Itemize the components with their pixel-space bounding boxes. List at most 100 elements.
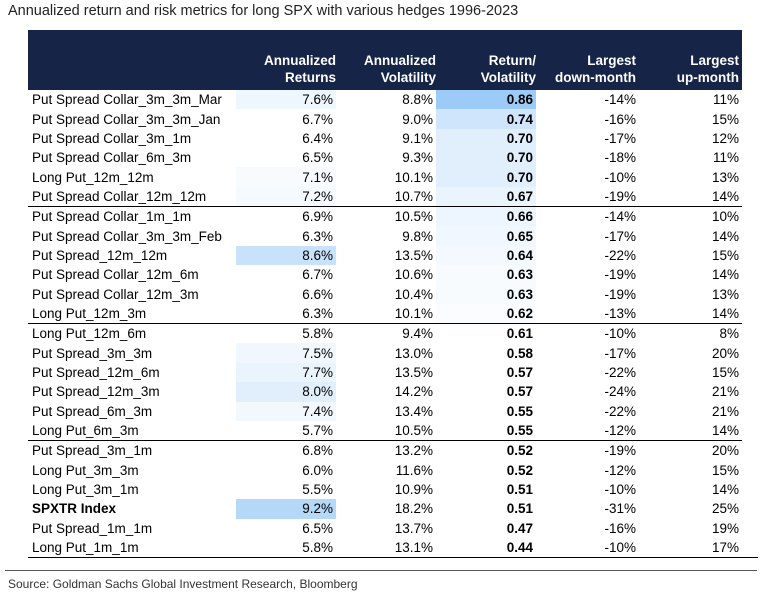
cell-rv: 0.63 [436,284,536,304]
metrics-table-frame: Annualized Returns Annualized Volatility… [28,30,758,565]
cell-rv: 0.51 [506,482,533,498]
cell-vol: 9.1% [402,130,433,146]
cell-rv: 0.63 [436,265,536,285]
cell-ret: 8.0% [236,382,336,402]
cell-down: -19% [604,267,636,283]
cell-name: Long Put_6m_3m [32,423,139,439]
cell-rv: 0.51 [506,501,533,517]
cell-vol: 18.2% [394,501,433,517]
cell-name: Put Spread Collar_12m_12m [32,188,207,204]
cell-name: Put Spread Collar_3m_3m_Feb [32,228,222,244]
table-row: Put Spread_1m_1m 6.5% 13.7% 0.47 -16% 19% [28,519,742,538]
cell-vol: 10.5% [336,206,436,227]
cell-rv: 0.52 [436,440,536,461]
table-row: Long Put_1m_1m 5.8% 13.1% 0.44 -10% 17% [28,538,742,557]
cell-vol: 9.8% [402,228,433,244]
cell-ret: 7.1% [236,167,336,187]
cell-vol: 10.1% [394,305,433,321]
header-volatility-line1: Annualized [363,53,436,68]
cell-vol: 9.3% [402,150,433,166]
cell-up: 8% [639,323,742,344]
cell-rv: 0.55 [506,423,533,439]
table-row: Put Spread Collar_12m_3m 6.6% 10.4% 0.63 -19… [28,284,742,304]
cell-name: Long Put_3m_3m [32,462,139,478]
cell-ret: 6.6% [302,286,333,302]
table-row: Put Spread Collar_6m_3m 6.5% 9.3% 0.70 -18% 1… [28,148,742,168]
cell-down: -10% [536,323,639,344]
cell-vol: 13.5% [394,247,433,263]
cell-rv: 0.66 [436,206,536,227]
cell-down: -10% [604,482,636,498]
cell-vol: 10.5% [394,423,433,439]
cell-down: -17% [604,345,636,361]
header-volatility: Annualized Volatility [364,52,436,86]
cell-name: Put Spread_3m_3m [32,345,153,361]
cell-up: 12% [711,130,739,146]
cell-vol: 13.5% [394,364,433,380]
cell-rv: 0.65 [436,226,536,246]
cell-name: Long Put_3m_1m [32,482,139,498]
cell-up: 21% [711,384,739,400]
cell-name: Long Put_12m_6m [28,323,236,344]
header-volatility-line2: Volatility [380,70,436,85]
cell-ret: 6.3% [302,305,333,321]
cell-ret: 8.6% [236,245,336,266]
cell-vol: 8.8% [402,92,433,108]
cell-up: 14% [711,228,739,244]
cell-name: Put Spread Collar_6m_3m [32,150,192,166]
cell-down: -12% [604,423,636,439]
cell-ret: 9.2% [236,499,336,519]
table-row: Put Spread_12m_12m 8.6% 13.5% 0.64 -22% 15% [28,245,742,266]
cell-down: -22% [604,403,636,419]
chart-title: Annualized return and risk metrics for l… [8,3,519,19]
cell-up: 11% [712,92,739,108]
header-returns-line2: Returns [284,70,336,85]
table-row: Put Spread_3m_1m 6.8% 13.2% 0.52 -19% 20% [28,440,742,461]
cell-ret: 6.7% [302,267,333,283]
cell-vol: 13.1% [394,540,433,556]
cell-rv: 0.61 [436,323,536,344]
cell-rv: 0.70 [436,128,536,149]
header-down-line1: Largest [587,53,636,68]
table-row: Put Spread_3m_3m 7.5% 13.0% 0.58 -17% 20% [28,343,742,363]
table-row: Long Put_12m_3m 6.3% 10.1% 0.62 -13% 14% [28,303,742,324]
cell-up: 14% [711,305,739,321]
cell-up: 14% [711,267,739,283]
cell-up: 21% [711,403,739,419]
table-row: SPXTR Index 9.2% 18.2% 0.51 -31% 25% [28,499,742,519]
cell-rv: 0.67 [436,186,536,207]
cell-down: -22% [604,364,636,380]
cell-rv: 0.70 [436,148,536,168]
metrics-table: Put Spread Collar_3m_3m_Mar 7.6% 8.8% 0.86 -… [28,90,742,557]
cell-name: Put Spread_12m_3m [32,384,160,400]
cell-up: 13% [711,169,739,185]
table-row: Long Put_3m_1m 5.5% 10.9% 0.51 -10% 14% [28,480,742,499]
table-body: Put Spread Collar_3m_3m_Mar 7.6% 8.8% 0.86 -… [28,90,742,557]
table-row: Put Spread Collar_1m_1m 6.9% 10.5% 0.66 -14%… [28,206,742,227]
cell-up: 17% [711,540,739,556]
header-down-month: Largest down-month [555,52,636,86]
cell-rv: 0.57 [506,364,533,380]
cell-rv: 0.44 [506,540,533,556]
cell-vol: 10.1% [394,169,433,185]
header-rv-line2: Volatility [480,70,536,85]
cell-name: Put Spread_3m_1m [28,440,236,461]
cell-down: -17% [604,228,636,244]
cell-name: Put Spread Collar_3m_1m [32,130,192,146]
cell-ret: 6.0% [302,462,333,478]
cell-ret: 5.8% [302,540,333,556]
table-row: Long Put_12m_12m 7.1% 10.1% 0.70 -10% 13% [28,167,742,187]
cell-ret: 5.7% [302,423,333,439]
cell-up: 15% [711,111,739,127]
cell-rv: 0.74 [436,109,536,129]
table-row: Long Put_3m_3m 6.0% 11.6% 0.52 -12% 15% [28,461,742,480]
cell-down: -13% [604,305,636,321]
cell-rv: 0.64 [436,245,536,266]
cell-up: 15% [711,364,739,380]
cell-name: SPXTR Index [32,501,117,517]
cell-vol: 13.7% [394,520,433,536]
table-row: Put Spread_6m_3m 7.4% 13.4% 0.55 -22% 21% [28,401,742,421]
cell-up: 14% [711,423,739,439]
cell-rv: 0.70 [436,167,536,187]
table-header: Annualized Returns Annualized Volatility… [28,30,742,90]
